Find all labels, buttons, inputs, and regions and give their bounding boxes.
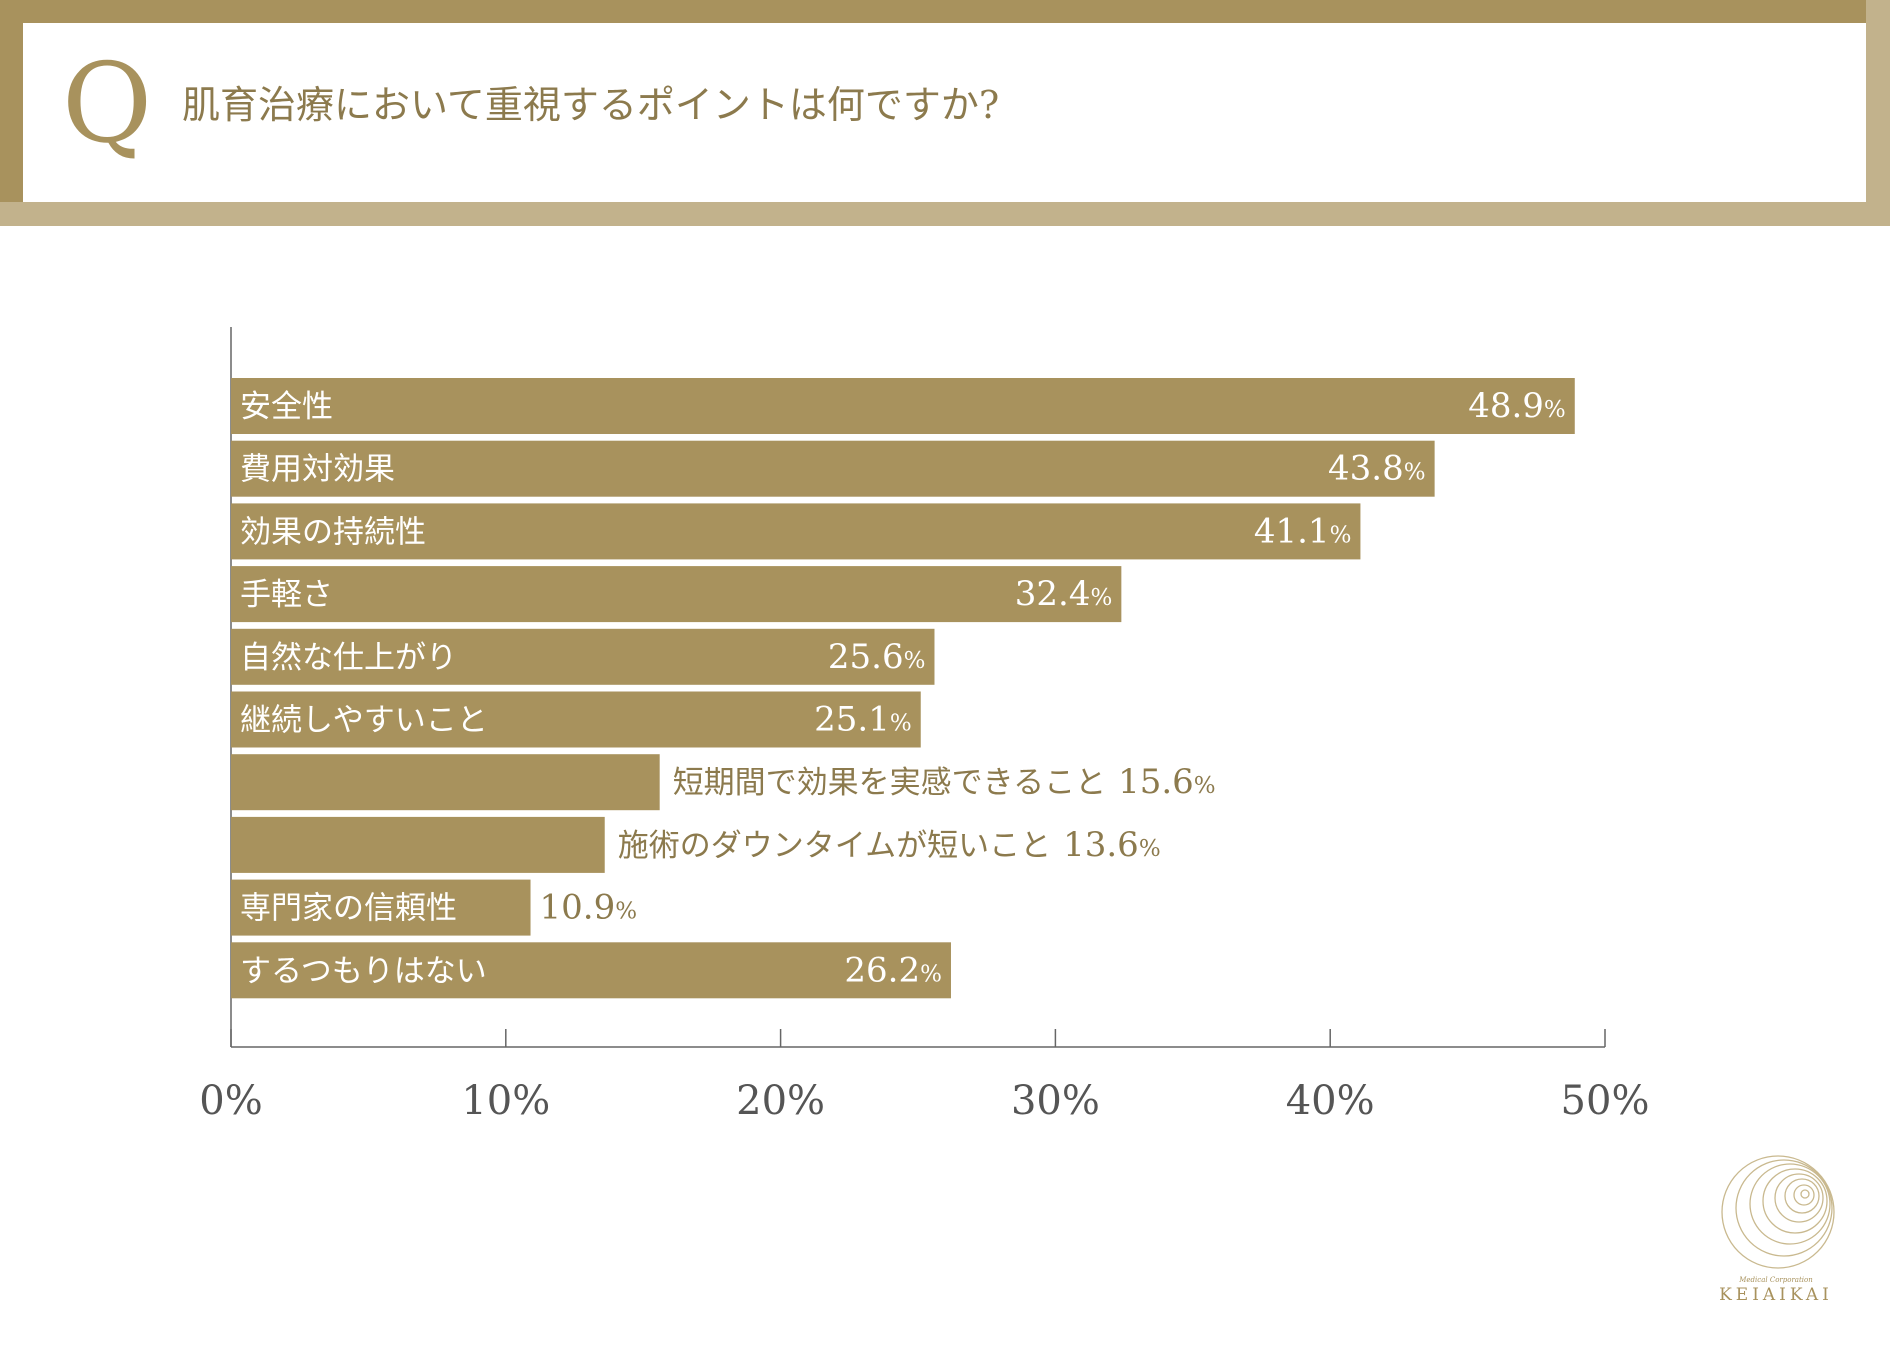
bar [231,378,1575,434]
header-frame-bottom [0,202,1890,226]
category-label: するつもりはない [240,953,487,989]
category-label: 施術のダウンタイムが短いこと [618,828,1051,864]
bar [231,691,921,748]
question-mark-letter: Q [62,39,153,167]
value-label: 43.8% [1328,449,1426,489]
bar [231,566,1122,623]
value-label: 10.9% [540,888,638,928]
header-frame-top [0,0,1890,23]
category-label: 継続しやすいこと [240,703,488,739]
bar [231,942,951,999]
question-title: 肌育治療において重視するポイントは何ですか? [182,83,1000,127]
value-label: 41.1% [1254,511,1352,551]
bar [231,628,935,685]
category-label: 専門家の信頼性 [240,891,457,927]
value-label: 15.6% [1118,762,1216,802]
category-label: 短期間で効果を実感できること [673,765,1106,801]
value-label: 26.2% [844,950,942,990]
x-tick-label: 30% [1011,1078,1100,1124]
value-label: 25.6% [828,637,926,677]
category-label: 費用対効果 [240,452,395,488]
x-tick-label: 20% [736,1078,825,1124]
value-label: 25.1% [814,700,912,740]
value-label: 48.9% [1468,386,1566,426]
value-label: 13.6% [1063,825,1161,865]
logo-subtitle: Medical Corporation [1739,1276,1813,1284]
value-label: 32.4% [1015,574,1113,614]
x-tick-label: 10% [461,1078,550,1124]
header-frame-right [1866,0,1890,225]
logo-name: KEIAIKAI [1719,1285,1833,1305]
bar [231,503,1361,560]
header-panel [23,23,1866,202]
category-label: 自然な仕上がり [240,640,457,676]
x-tick-label: 40% [1286,1078,1375,1124]
keiaikai-logo-icon [1721,1155,1835,1269]
x-tick-label: 50% [1561,1078,1650,1124]
category-label: 効果の持続性 [240,514,426,550]
category-label: 安全性 [240,389,333,425]
category-label: 手軽さ [240,577,333,613]
header-frame-left [0,0,23,225]
bar [231,879,531,936]
bar [231,754,660,811]
bar [231,440,1435,497]
bar [231,816,605,873]
x-tick-label: 0% [199,1078,262,1124]
